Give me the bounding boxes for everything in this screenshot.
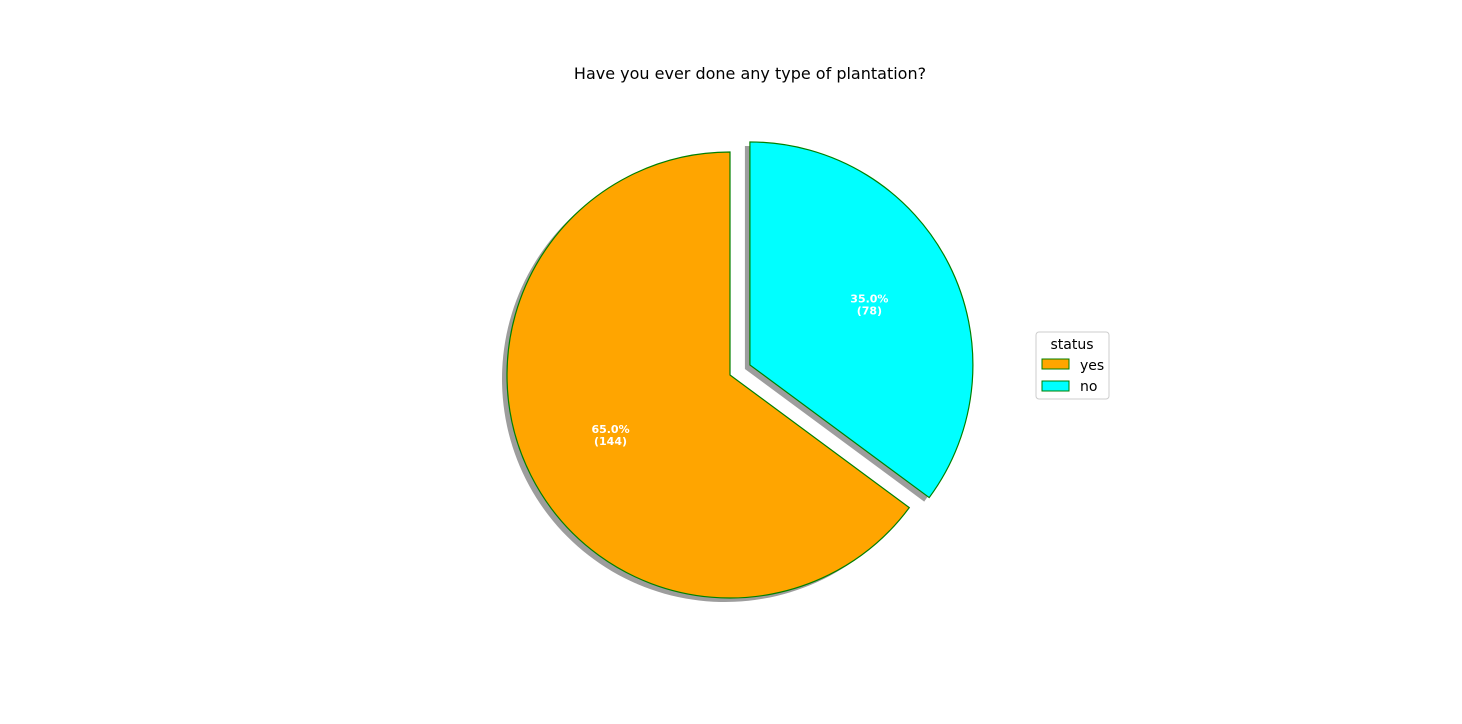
- legend: status yes no: [1035, 331, 1110, 400]
- slice-yes: [506, 151, 911, 599]
- slice-count-label-yes: (144): [594, 435, 627, 448]
- slice-percent-label-no: 35.0%: [850, 293, 888, 306]
- legend-swatch-yes: [1041, 358, 1070, 370]
- slice-count-label-no: (78): [857, 305, 882, 318]
- slice-labels: 65.0%(144) 35.0%(78): [591, 293, 888, 449]
- pie-slices: [506, 141, 974, 599]
- legend-label-no: no: [1080, 379, 1097, 395]
- slice-no: [749, 141, 974, 499]
- legend-label-yes: yes: [1080, 358, 1104, 374]
- chart-title: Have you ever done any type of plantatio…: [574, 64, 926, 83]
- legend-title: status: [1050, 337, 1093, 353]
- legend-swatch-no: [1041, 380, 1070, 392]
- slice-percent-label-yes: 65.0%: [591, 423, 629, 436]
